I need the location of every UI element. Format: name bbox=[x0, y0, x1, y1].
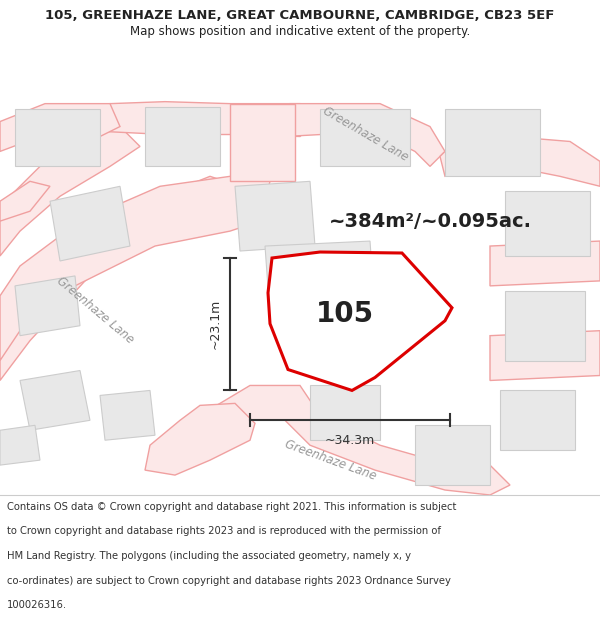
Text: HM Land Registry. The polygons (including the associated geometry, namely x, y: HM Land Registry. The polygons (includin… bbox=[7, 551, 411, 561]
Text: 105, GREENHAZE LANE, GREAT CAMBOURNE, CAMBRIDGE, CB23 5EF: 105, GREENHAZE LANE, GREAT CAMBOURNE, CA… bbox=[46, 9, 554, 22]
Polygon shape bbox=[440, 136, 600, 186]
Polygon shape bbox=[490, 241, 600, 286]
Text: Greenhaze Lane: Greenhaze Lane bbox=[320, 105, 410, 164]
Text: ~34.3m: ~34.3m bbox=[325, 434, 375, 447]
Polygon shape bbox=[505, 191, 590, 256]
Polygon shape bbox=[100, 391, 155, 440]
Text: Contains OS data © Crown copyright and database right 2021. This information is : Contains OS data © Crown copyright and d… bbox=[7, 501, 457, 511]
Polygon shape bbox=[445, 109, 540, 176]
Text: Map shows position and indicative extent of the property.: Map shows position and indicative extent… bbox=[130, 26, 470, 39]
Text: 100026316.: 100026316. bbox=[7, 600, 67, 610]
Text: Greenhaze Lane: Greenhaze Lane bbox=[54, 275, 136, 347]
Polygon shape bbox=[0, 104, 120, 151]
Polygon shape bbox=[500, 391, 575, 450]
Polygon shape bbox=[268, 252, 452, 391]
Text: to Crown copyright and database rights 2023 and is reproduced with the permissio: to Crown copyright and database rights 2… bbox=[7, 526, 441, 536]
Polygon shape bbox=[15, 276, 80, 336]
Polygon shape bbox=[490, 331, 600, 381]
Polygon shape bbox=[145, 403, 255, 475]
Polygon shape bbox=[275, 104, 445, 166]
Text: ~384m²/~0.095ac.: ~384m²/~0.095ac. bbox=[329, 212, 532, 231]
Polygon shape bbox=[235, 181, 315, 251]
Polygon shape bbox=[50, 186, 130, 261]
Polygon shape bbox=[0, 176, 270, 361]
Polygon shape bbox=[195, 386, 510, 495]
Text: co-ordinates) are subject to Crown copyright and database rights 2023 Ordnance S: co-ordinates) are subject to Crown copyr… bbox=[7, 576, 451, 586]
Polygon shape bbox=[95, 102, 315, 136]
Polygon shape bbox=[310, 386, 380, 440]
Polygon shape bbox=[0, 176, 240, 381]
Text: 105: 105 bbox=[316, 300, 374, 328]
Polygon shape bbox=[0, 425, 40, 465]
Text: Greenhaze Lane: Greenhaze Lane bbox=[283, 438, 377, 483]
Polygon shape bbox=[320, 109, 410, 166]
Polygon shape bbox=[415, 425, 490, 485]
Polygon shape bbox=[230, 104, 295, 181]
Polygon shape bbox=[15, 109, 100, 166]
Polygon shape bbox=[145, 107, 220, 166]
Polygon shape bbox=[505, 291, 585, 361]
Polygon shape bbox=[265, 241, 375, 316]
Polygon shape bbox=[20, 371, 90, 430]
Text: ~23.1m: ~23.1m bbox=[209, 299, 222, 349]
Polygon shape bbox=[0, 126, 140, 256]
Polygon shape bbox=[0, 181, 50, 221]
